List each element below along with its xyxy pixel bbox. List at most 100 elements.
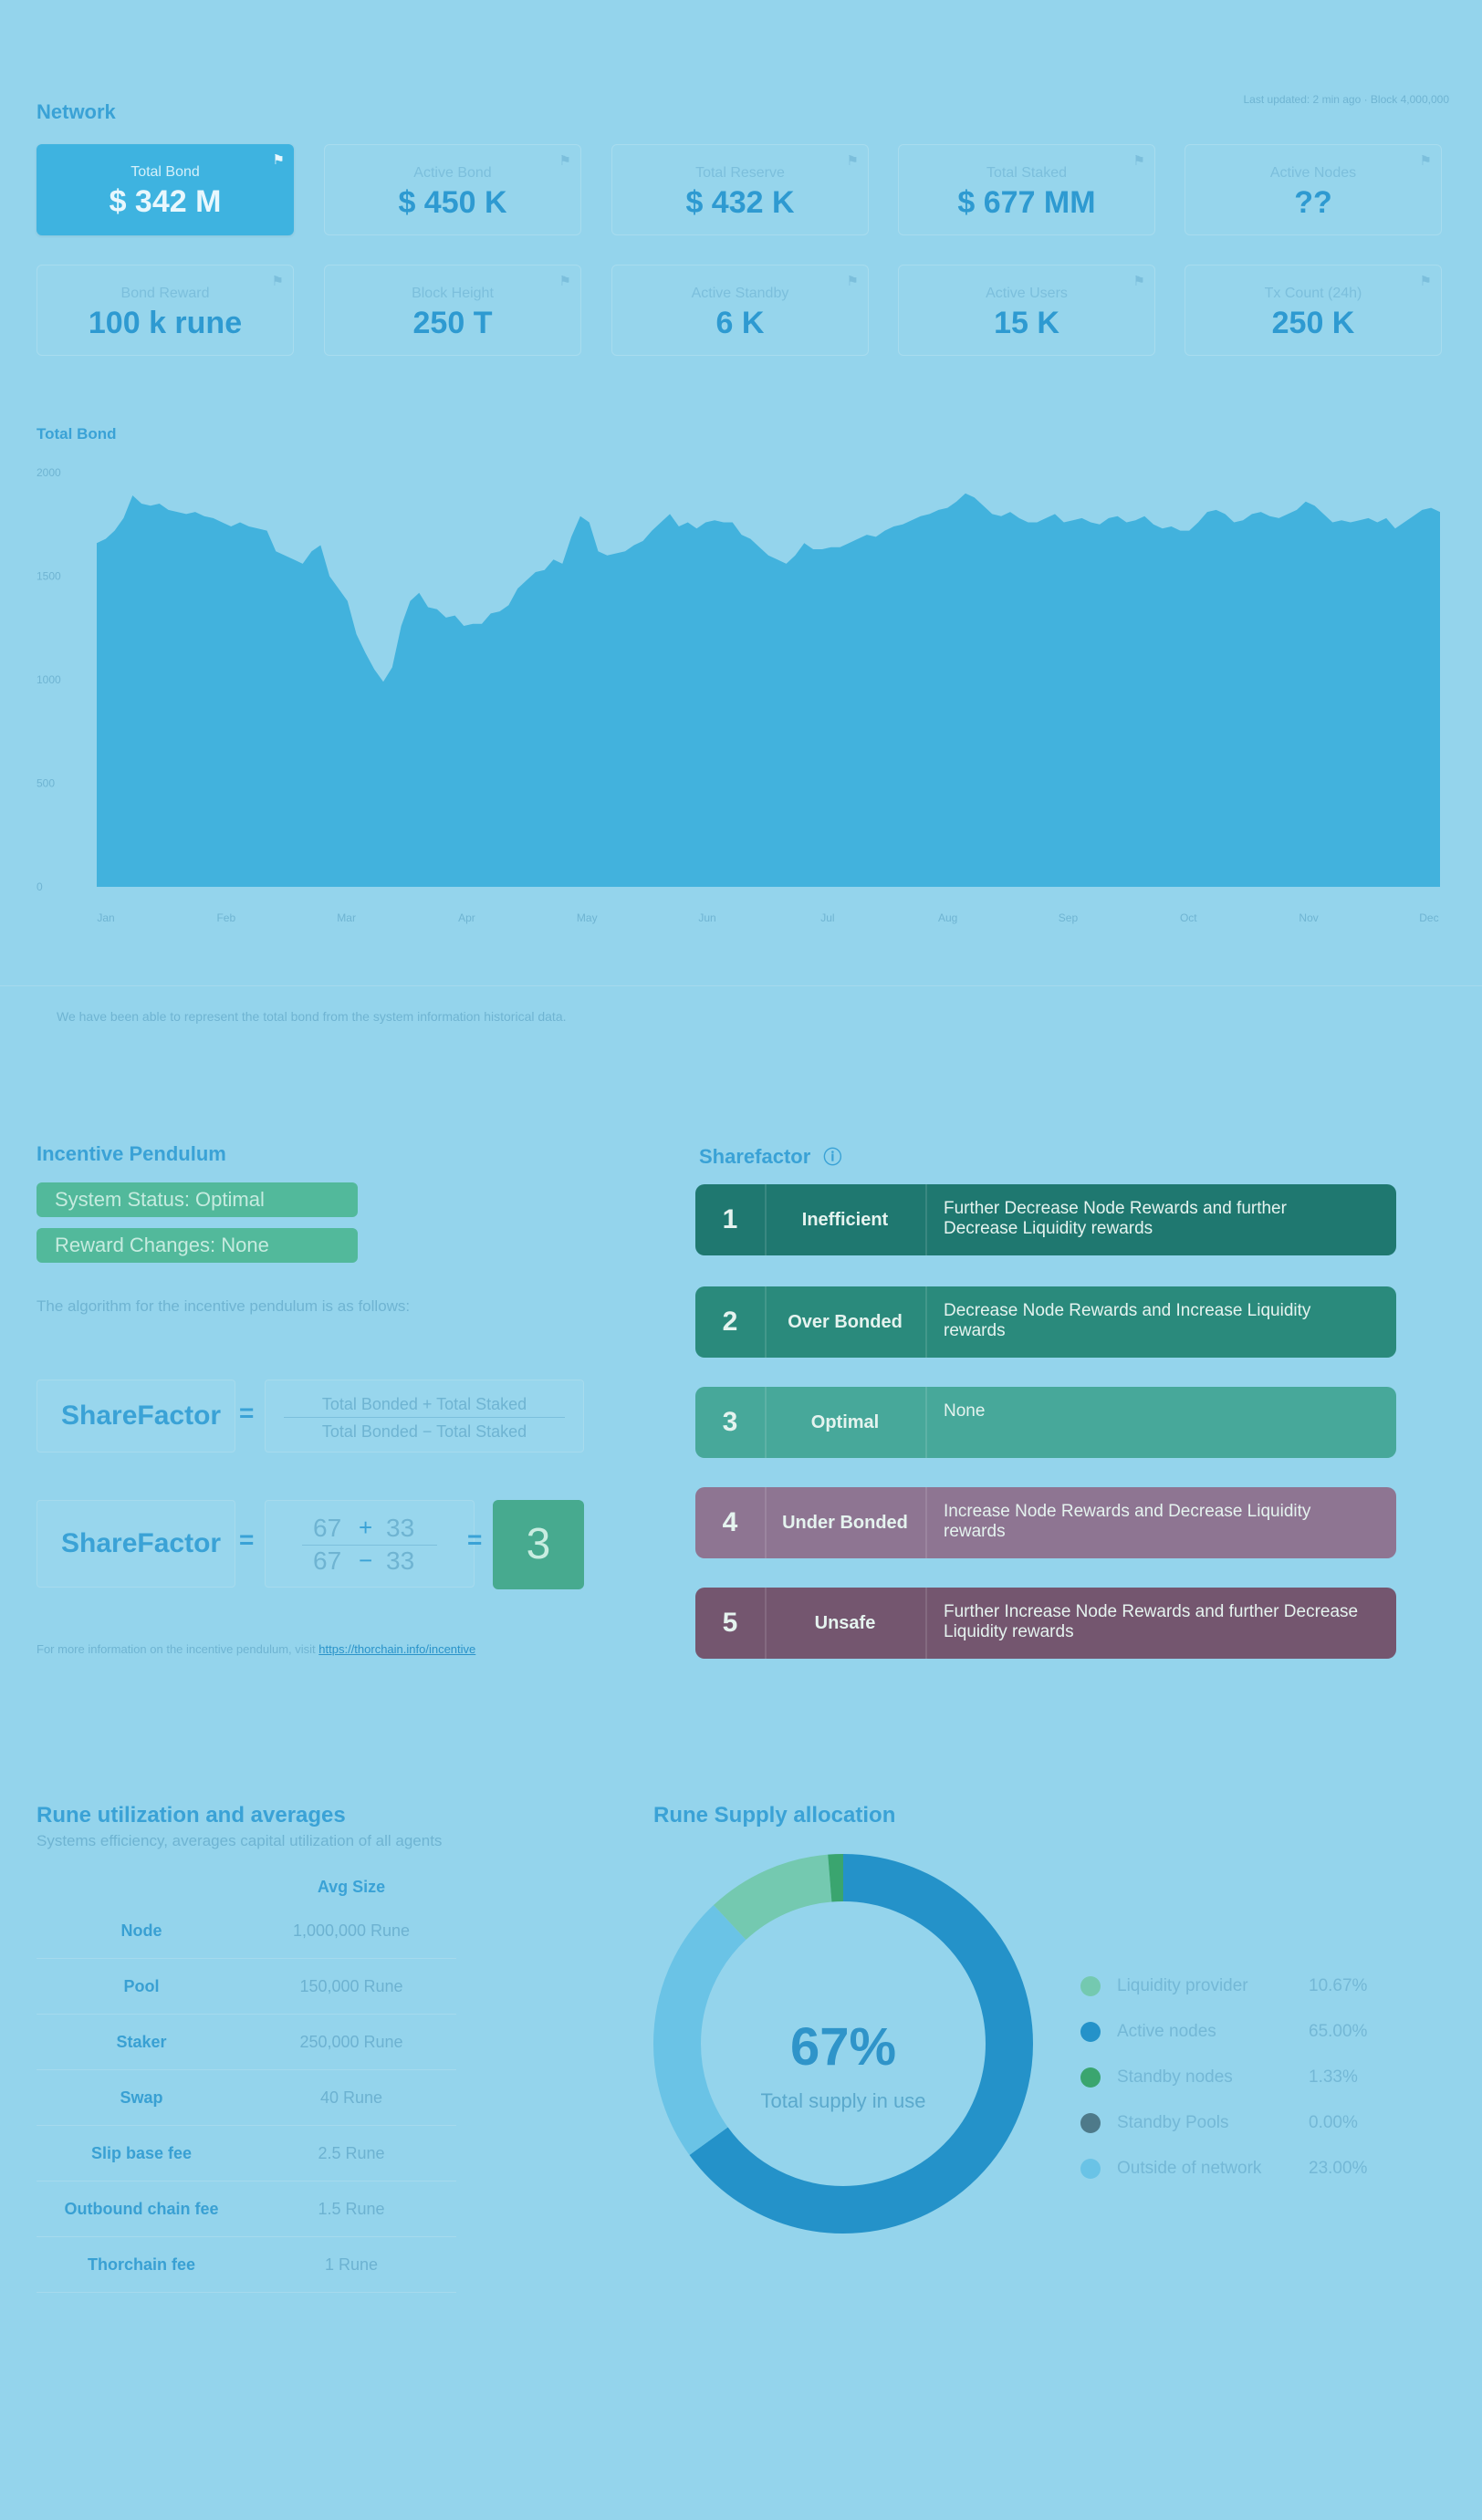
flag-icon[interactable]: ⚑	[1419, 153, 1432, 169]
stat-card-label: Tx Count (24h)	[1264, 286, 1362, 301]
formula-numerator: Total Bonded + Total Staked	[321, 1395, 527, 1413]
legend-dot	[1080, 2022, 1101, 2042]
legend-dot	[1080, 1976, 1101, 1996]
sharefactor-row: 4 Under Bonded Increase Node Rewards and D…	[695, 1487, 1396, 1558]
stat-card[interactable]: ⚑ Active Nodes??	[1185, 144, 1442, 235]
x-tick-label: Oct	[1180, 911, 1197, 924]
legend-name: Standby nodes	[1117, 2067, 1233, 2087]
table-row-key: Thorchain fee	[87, 2255, 196, 2274]
stat-card[interactable]: ⚑ Bond Reward 100 k rune	[37, 265, 294, 356]
table-row: Staker 250,000 Rune	[37, 2016, 456, 2070]
plus-sign: +	[359, 1514, 373, 1541]
stat-card[interactable]: ⚑ Active Standby 6 K	[611, 265, 869, 356]
formula-fraction-box: Total Bonded + Total Staked Total Bonded…	[265, 1380, 584, 1453]
value-b-top: 33	[386, 1514, 415, 1542]
flag-icon[interactable]: ⚑	[846, 274, 859, 289]
stat-card[interactable]: ⚑ Tx Count (24h) 250 K	[1185, 265, 1442, 356]
sharefactor-row: 2 Over Bonded Decrease Node Rewards and In…	[695, 1286, 1396, 1358]
stat-card-label: Block Height	[412, 286, 494, 301]
fraction-bar	[302, 1545, 437, 1546]
stat-card[interactable]: ⚑ Total Bond $ 342 M	[37, 144, 294, 235]
equals-sign: =	[239, 1399, 255, 1427]
flag-icon[interactable]: ⚑	[558, 274, 571, 289]
legend-value: 10.67%	[1309, 1976, 1368, 1995]
sharefactor-row: 3 Optimal None	[695, 1387, 1396, 1458]
table-row-value: 250,000 Rune	[299, 2033, 403, 2051]
sharefactor-row-state: Unsafe	[814, 1613, 876, 1633]
legend-name: Standby Pools	[1117, 2113, 1229, 2132]
stat-card[interactable]: ⚑ Active Bond $ 450 K	[324, 144, 581, 235]
flag-icon[interactable]: ⚑	[1132, 274, 1145, 289]
more-info-prefix: For more information on the incentive pe…	[37, 1642, 316, 1656]
sharefactor-row-state: Inefficient	[801, 1210, 889, 1230]
last-updated-note: Last updated: 2 min ago · Block 4,000,00…	[1243, 93, 1450, 106]
y-tick-label: 0	[37, 880, 43, 893]
legend-dot	[1080, 2113, 1101, 2133]
stat-card[interactable]: ⚑ Active Users 15 K	[898, 265, 1155, 356]
total-bond-chart: 2000 1500 1000 500 0 Jan Feb Mar Apr May Jun Jul Aug…	[37, 466, 1440, 924]
chart-title: Total Bond	[37, 425, 117, 443]
stat-card-value: $ 342 M	[109, 184, 222, 219]
flag-icon[interactable]: ⚑	[846, 153, 859, 169]
legend-value: 1.33%	[1309, 2067, 1358, 2087]
sharefactor-row-description: Further Increase Node Rewards and furthe…	[944, 1602, 1359, 1641]
sharefactor-label: ShareFactor	[61, 1528, 222, 1558]
value-b-bottom: 33	[386, 1546, 415, 1575]
row-separator	[765, 1588, 767, 1659]
reward-changes-pill: Reward Changes: None	[37, 1228, 358, 1263]
sharefactor-row-number: 3	[722, 1407, 738, 1437]
table-row: Thorchain fee 1 Rune	[37, 2239, 456, 2293]
table-row-key: Outbound chain fee	[64, 2200, 219, 2218]
flag-icon[interactable]: ⚑	[558, 153, 571, 169]
legend-item: Standby nodes 1.33%	[1077, 2062, 1387, 2089]
stat-card-label: Active Nodes	[1269, 165, 1357, 181]
table-row-value: 1,000,000 Rune	[292, 1921, 411, 1940]
table-row: Pool 150,000 Rune	[37, 1961, 456, 2015]
value-a-top: 67	[313, 1514, 342, 1542]
formula-values-box: 67 + 33 67 − 33	[265, 1500, 475, 1588]
stat-card[interactable]: ⚑ Total Staked $ 677 MM	[898, 144, 1155, 235]
more-info-link[interactable]: https://thorchain.info/incentive	[318, 1642, 476, 1656]
table-row-key: Staker	[116, 2033, 167, 2051]
sharefactor-result: 3	[493, 1500, 584, 1589]
equals-sign: =	[239, 1526, 255, 1554]
sharefactor-row-number: 5	[722, 1608, 738, 1638]
legend-dot	[1080, 2067, 1101, 2088]
sharefactor-row: 5 Unsafe Further Increase Node Rewards and…	[695, 1588, 1396, 1659]
legend-name: Liquidity provider	[1117, 1976, 1248, 1995]
legend-item: Outside of network 23.00%	[1077, 2153, 1387, 2181]
sharefactor-row-description: Further Decrease Node Rewards and furthe…	[944, 1199, 1287, 1238]
sharefactor-row-state: Under Bonded	[782, 1513, 908, 1533]
stat-card-label: Total Reserve	[695, 165, 785, 181]
y-tick-label: 1000	[37, 673, 61, 686]
table-row-value: 150,000 Rune	[299, 1977, 403, 1995]
flag-icon[interactable]: ⚑	[1419, 274, 1432, 289]
equals-sign: =	[467, 1526, 483, 1554]
x-tick-label: Apr	[458, 911, 475, 924]
info-icon[interactable]: ⓘ	[823, 1148, 842, 1168]
table-row-value: 2.5 Rune	[318, 2144, 385, 2162]
stat-card-label: Total Bond	[130, 164, 200, 180]
table-row-key: Slip base fee	[90, 2144, 193, 2162]
row-separator	[765, 1184, 767, 1255]
supply-center-label: Total supply in use	[760, 2089, 926, 2112]
table-row: Swap 40 Rune	[37, 2072, 456, 2126]
y-tick-label: 2000	[37, 466, 61, 479]
row-separator	[765, 1387, 767, 1458]
x-tick-label: Aug	[938, 911, 957, 924]
table-row: Outbound chain fee 1.5 Rune	[37, 2183, 456, 2237]
x-tick-label: Jun	[698, 911, 715, 924]
total-bond-area-series	[97, 493, 1440, 887]
stat-card[interactable]: ⚑ Total Reserve $ 432 K	[611, 144, 869, 235]
flag-icon[interactable]: ⚑	[1132, 153, 1145, 169]
sharefactor-row-description: Decrease Node Rewards and Increase Liqui…	[944, 1301, 1311, 1340]
y-tick-label: 500	[37, 777, 55, 790]
legend-item: Active nodes 65.00%	[1077, 2016, 1387, 2044]
algorithm-text: The algorithm for the incentive pendulum…	[37, 1297, 411, 1315]
x-tick-label: Sep	[1059, 911, 1079, 924]
flag-icon[interactable]: ⚑	[272, 152, 285, 168]
flag-icon[interactable]: ⚑	[271, 274, 284, 289]
sharefactor-row-number: 2	[722, 1307, 738, 1337]
table-row-value: 1 Rune	[324, 2255, 379, 2274]
stat-card[interactable]: ⚑ Block Height 250 T	[324, 265, 581, 356]
